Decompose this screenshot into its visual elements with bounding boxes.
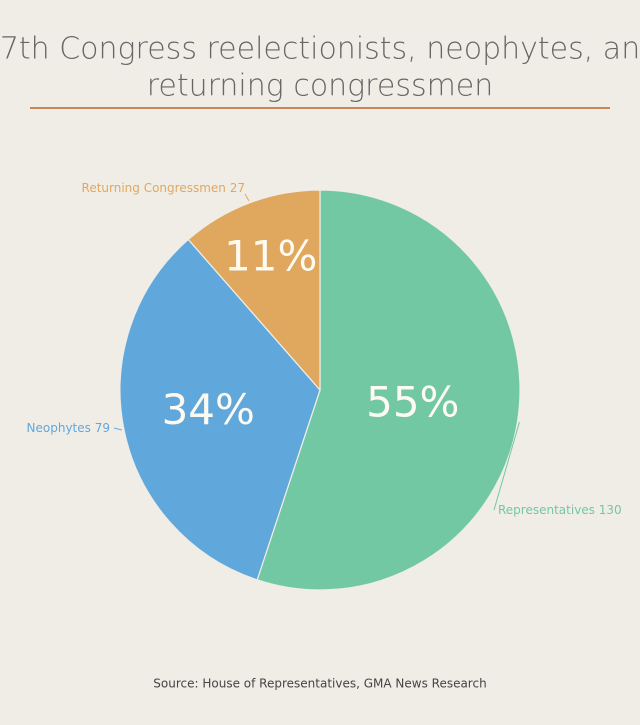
pie-slice (119, 238, 321, 581)
chart-title: returning congressmen (147, 69, 494, 104)
slice-label: Returning Congressmen 27 (82, 181, 245, 195)
leader-line (244, 193, 250, 202)
source: Source: House of Representatives, GMA Ne… (153, 677, 486, 691)
leader-line (113, 427, 123, 431)
slice-name: Representatives (498, 503, 595, 517)
percent-label: 55% (366, 377, 459, 426)
slice-name: Returning Congressmen (82, 181, 226, 195)
leader-line (493, 421, 520, 511)
slice-name: Neophytes (27, 421, 91, 435)
slice-value: 130 (599, 503, 622, 517)
chart-title: 17th Congress reelectionists, neophytes,… (0, 32, 640, 67)
slice-label: Representatives 130 (498, 503, 622, 517)
slice-value: 27 (230, 181, 245, 195)
pie-slice (256, 189, 521, 591)
slice-value: 79 (95, 421, 110, 435)
slice-label: Neophytes 79 (27, 421, 110, 435)
percent-label: 34% (162, 385, 255, 434)
percent-label: 11% (224, 231, 317, 280)
pie-slice (187, 189, 321, 392)
